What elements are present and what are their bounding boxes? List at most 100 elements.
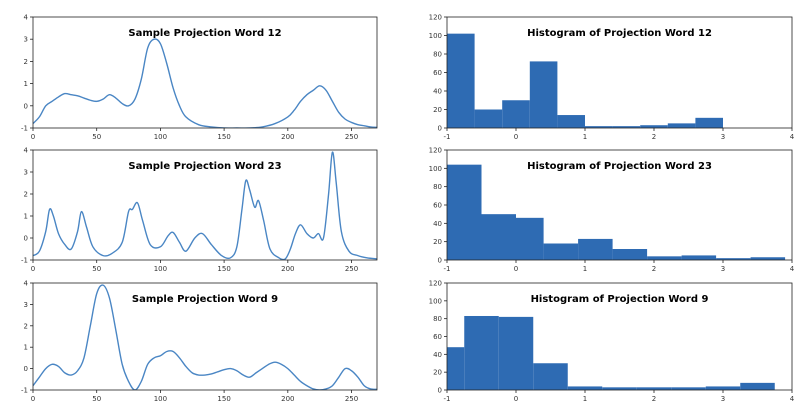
- y-tick-label: 80: [433, 315, 442, 323]
- histogram-bar: [516, 217, 544, 260]
- histogram-bar: [543, 243, 579, 260]
- x-tick-label: 0: [31, 265, 35, 273]
- y-tick-label: 0: [24, 235, 28, 243]
- y-tick-label: 100: [429, 165, 442, 173]
- y-tick-label: 4: [24, 280, 29, 288]
- x-tick-label: 1: [583, 133, 587, 141]
- histogram-bar: [647, 256, 682, 260]
- chart-title: Sample Projection Word 12: [128, 28, 281, 39]
- histogram-bar: [602, 387, 637, 390]
- x-tick-label: -1: [444, 395, 451, 403]
- chart-title: Sample Projection Word 23: [128, 161, 281, 172]
- y-tick-label: -1: [21, 257, 28, 265]
- y-tick-label: 4: [24, 147, 29, 155]
- x-tick-label: 100: [154, 265, 167, 273]
- y-tick-label: 3: [24, 36, 28, 44]
- y-tick-label: 60: [433, 202, 442, 210]
- histogram-bars: [447, 164, 786, 260]
- y-tick-label: 80: [433, 51, 442, 59]
- line-series: [33, 284, 377, 390]
- histogram-bar: [640, 125, 668, 128]
- y-tick-label: 120: [429, 14, 442, 22]
- histogram-bar: [740, 382, 775, 390]
- histogram-bar: [533, 363, 568, 390]
- axes-frame: [32, 282, 378, 391]
- chart-title: Histogram of Projection Word 9: [531, 294, 709, 305]
- histogram-bar: [502, 100, 530, 128]
- y-tick-label: 60: [433, 69, 442, 77]
- y-tick-label: 2: [24, 58, 28, 66]
- histogram-bar: [750, 257, 786, 260]
- histogram-bar: [567, 386, 603, 390]
- y-tick-label: 0: [24, 102, 28, 110]
- x-tick-label: 150: [217, 265, 230, 273]
- x-tick-label: 1: [583, 395, 587, 403]
- y-tick-label: 2: [24, 322, 28, 330]
- x-tick-label: 3: [721, 395, 725, 403]
- chart-title: Sample Projection Word 9: [132, 294, 278, 305]
- y-tick-label: 3: [24, 301, 28, 309]
- y-tick-label: 2: [24, 191, 28, 199]
- x-tick-label: 100: [154, 395, 167, 403]
- histogram-bar: [481, 214, 516, 260]
- histogram-bar: [585, 126, 613, 128]
- histogram-bar: [447, 164, 482, 260]
- axes-frame: [32, 16, 378, 129]
- x-tick-label: -1: [444, 133, 451, 141]
- y-tick-label: 20: [433, 369, 442, 377]
- histogram-bar: [474, 109, 503, 128]
- x-tick-label: 200: [281, 133, 294, 141]
- x-tick-label: 50: [92, 133, 101, 141]
- histogram-bar: [498, 316, 534, 390]
- line-series: [33, 151, 377, 260]
- y-tick-label: 1: [24, 344, 28, 352]
- line-series: [33, 38, 377, 128]
- x-tick-label: 0: [31, 133, 35, 141]
- y-tick-label: 80: [433, 183, 442, 191]
- x-tick-label: 1: [583, 265, 587, 273]
- x-tick-label: 50: [92, 395, 101, 403]
- y-tick-label: 4: [24, 14, 29, 22]
- x-tick-label: 3: [721, 265, 725, 273]
- histogram-bar: [578, 238, 613, 260]
- y-tick-label: 20: [433, 238, 442, 246]
- histogram-bar: [681, 255, 717, 260]
- x-tick-label: 150: [217, 395, 230, 403]
- x-tick-label: 4: [790, 133, 795, 141]
- chart-title: Histogram of Projection Word 23: [527, 161, 712, 172]
- y-tick-label: 0: [438, 257, 442, 265]
- y-tick-label: -1: [21, 387, 28, 395]
- y-tick-label: 0: [438, 387, 442, 395]
- histogram-bar: [557, 115, 585, 128]
- histogram-bar: [447, 347, 465, 390]
- y-tick-label: 100: [429, 32, 442, 40]
- x-tick-label: -1: [444, 265, 451, 273]
- x-tick-label: 0: [514, 265, 518, 273]
- x-tick-label: 2: [652, 265, 656, 273]
- y-tick-label: 120: [429, 147, 442, 155]
- histogram-bars: [447, 33, 723, 128]
- axes-frame: [32, 149, 378, 261]
- x-tick-label: 100: [154, 133, 167, 141]
- x-tick-label: 200: [281, 265, 294, 273]
- histogram-bar: [464, 315, 499, 390]
- x-tick-label: 0: [514, 133, 518, 141]
- y-tick-label: 40: [433, 351, 442, 359]
- x-tick-label: 250: [345, 395, 358, 403]
- x-tick-label: 2: [652, 133, 656, 141]
- x-tick-label: 0: [31, 395, 35, 403]
- y-tick-label: 100: [429, 297, 442, 305]
- y-tick-label: 40: [433, 220, 442, 228]
- histogram-bar: [716, 258, 751, 260]
- x-tick-label: 250: [345, 133, 358, 141]
- histogram-bar: [671, 387, 706, 390]
- y-tick-label: -1: [21, 125, 28, 133]
- y-tick-label: 20: [433, 106, 442, 114]
- x-tick-label: 250: [345, 265, 358, 273]
